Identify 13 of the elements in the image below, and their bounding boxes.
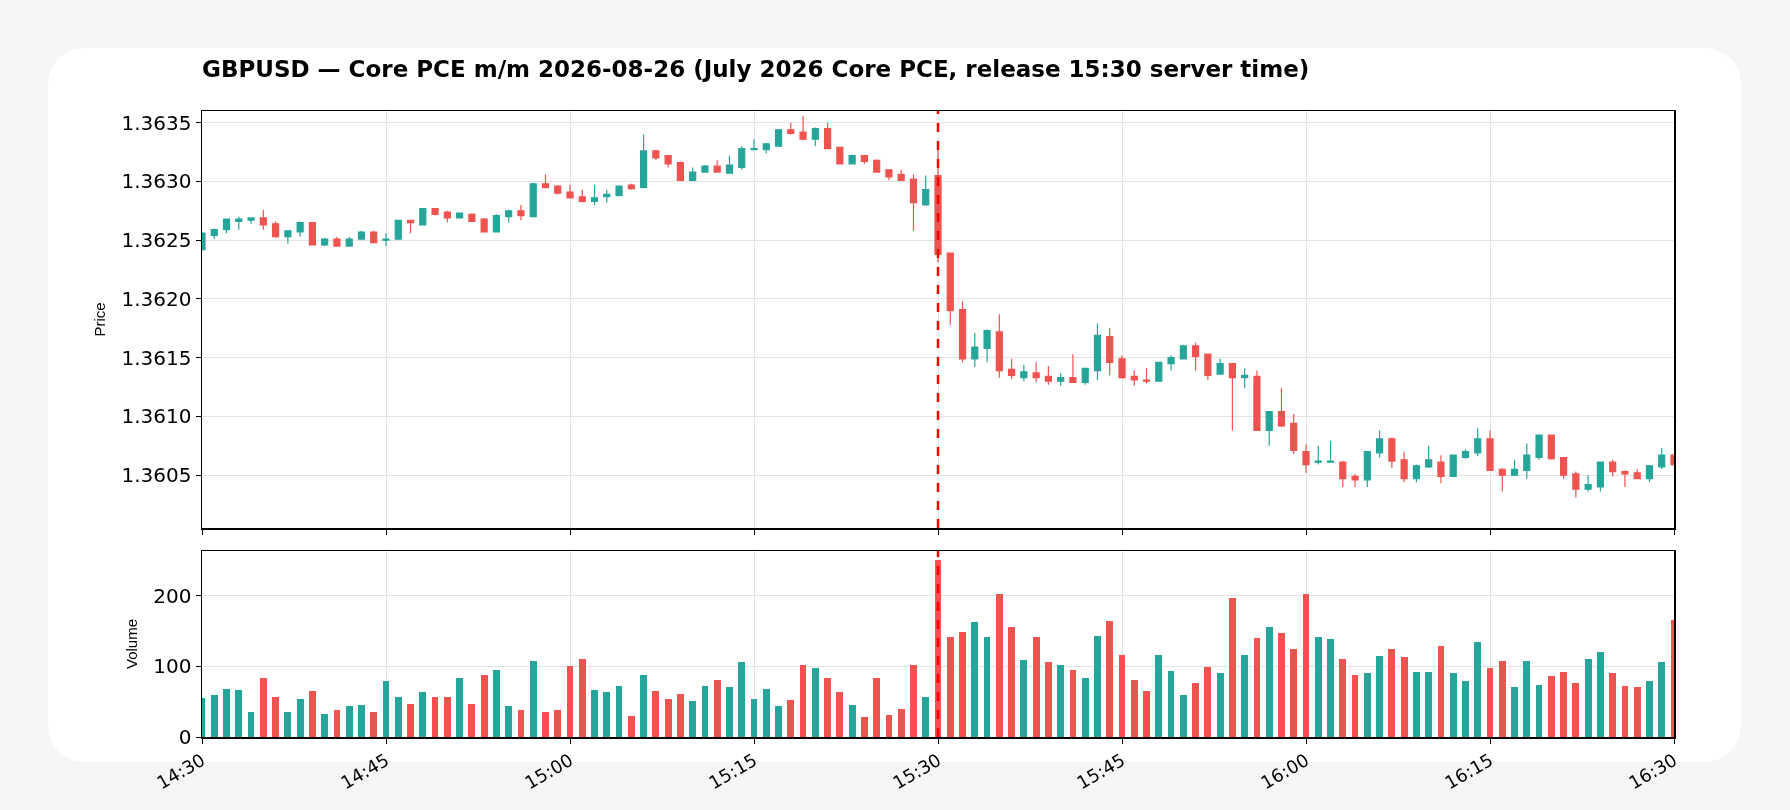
y-tick-label: 1.3635 xyxy=(121,110,192,135)
y-tick-label: 100 xyxy=(153,654,192,679)
y-axis-title: Price xyxy=(91,302,109,337)
y-axis-title: Volume xyxy=(122,618,140,670)
y-tick-label: 1.3620 xyxy=(121,286,192,311)
y-tick-label: 1.3625 xyxy=(121,228,192,253)
y-tick-label: 1.3605 xyxy=(121,463,192,488)
y-tick-label: 1.3630 xyxy=(121,169,192,194)
y-tick-label: 1.3610 xyxy=(121,404,192,429)
y-tick-label: 0 xyxy=(178,725,192,749)
y-tick-label: 200 xyxy=(153,583,192,608)
y-tick-label: 1.3615 xyxy=(121,345,192,370)
chart-title: GBPUSD — Core PCE m/m 2026-08-26 (July 2026 Core PCE, release 15:30 server time) xyxy=(202,56,1310,83)
